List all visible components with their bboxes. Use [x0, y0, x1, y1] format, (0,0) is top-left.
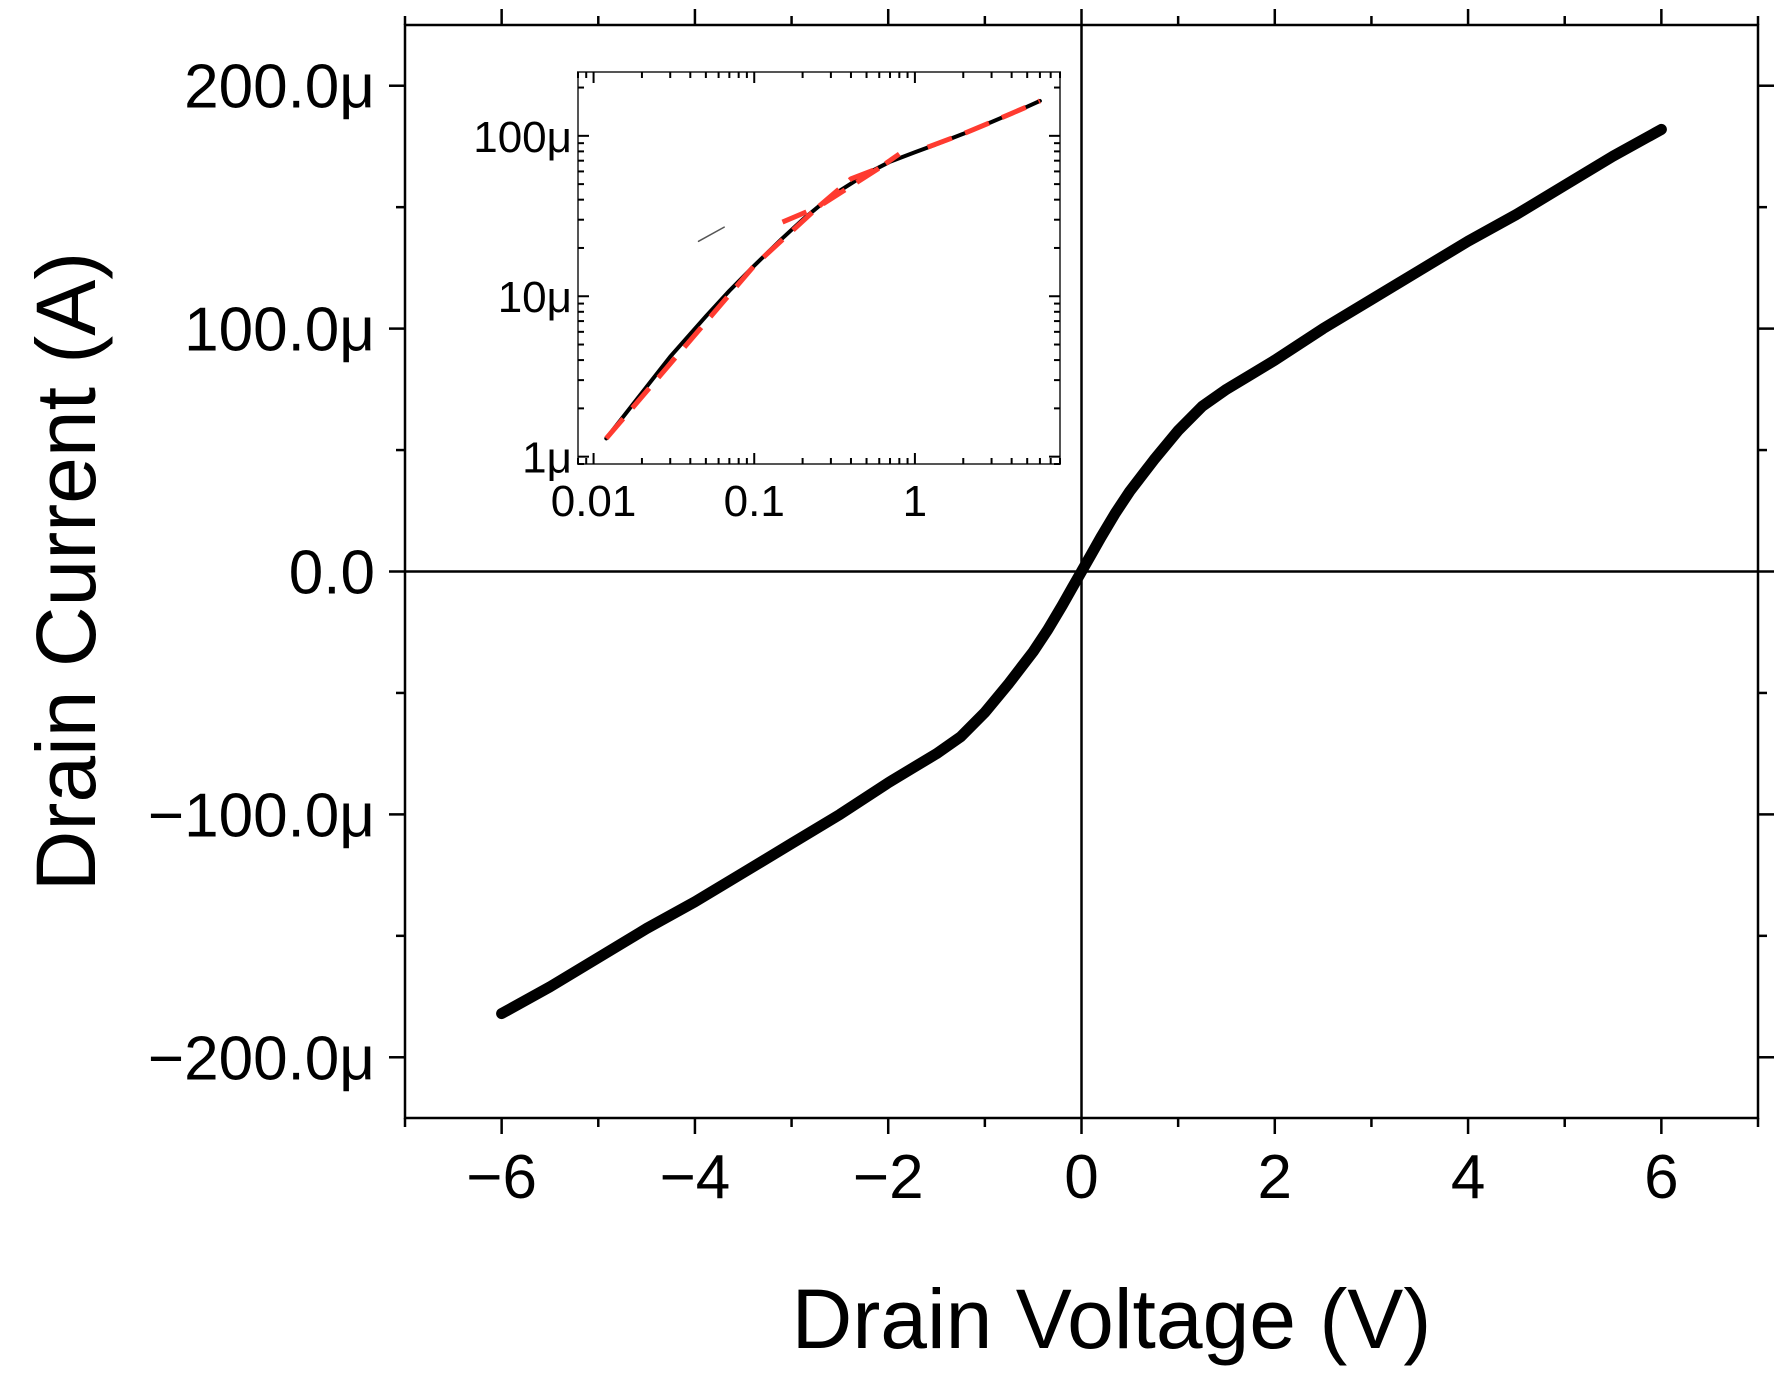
- inset-x-tick-label: 1: [903, 477, 927, 526]
- y-tick-label: 0.0: [289, 539, 375, 608]
- inset-data-curve: [604, 98, 1042, 441]
- x-tick-label: −2: [853, 1143, 924, 1212]
- y-tick-label: 100.0μ: [184, 296, 375, 365]
- inset-y-tick-label: 10μ: [498, 273, 572, 322]
- inset-plot: 0.01 0.1 1 1μ 10μ 100μ: [473, 71, 1061, 526]
- y-tick-label: 200.0μ: [184, 53, 375, 122]
- x-tick-label: 6: [1644, 1143, 1678, 1212]
- x-tick-label: −4: [660, 1143, 731, 1212]
- x-axis-title: Drain Voltage (V): [792, 1272, 1432, 1366]
- x-tick-label: 2: [1258, 1143, 1292, 1212]
- inset-fit-line: [781, 151, 901, 225]
- inset-y-tick-label: 100μ: [473, 113, 572, 162]
- y-tick-label: −200.0μ: [148, 1024, 375, 1093]
- inset-guide-line: [697, 226, 725, 243]
- x-tick-label: 0: [1064, 1143, 1098, 1212]
- inset-x-tick-label: 0.01: [551, 477, 637, 526]
- inset-x-tick-label: 0.1: [724, 477, 785, 526]
- inset-y-tick-label: 1μ: [522, 434, 572, 483]
- inset-frame: [577, 71, 1061, 465]
- x-tick-label: 4: [1451, 1143, 1485, 1212]
- y-tick-label: −100.0μ: [148, 781, 375, 850]
- y-axis-title: Drain Current (A): [19, 252, 113, 891]
- x-tick-label: −6: [466, 1143, 537, 1212]
- main-plot: −6 −4 −2 0 2 4 6 −200.0μ −100.0μ 0.0 100.0μ 200.0μ D…: [19, 9, 1774, 1366]
- iv-curve: [496, 123, 1667, 1020]
